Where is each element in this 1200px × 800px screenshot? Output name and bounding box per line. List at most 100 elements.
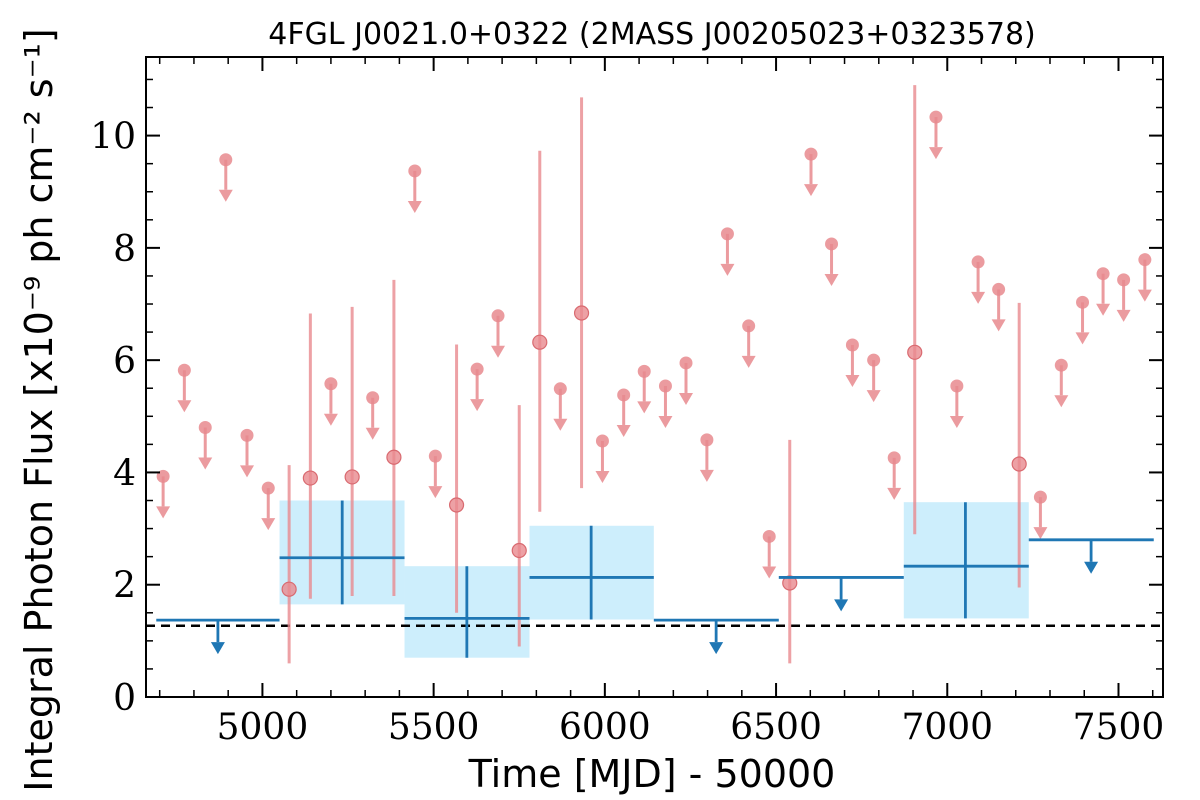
short-bin-point (448, 497, 465, 513)
short-bin-upper-limit-point (1033, 490, 1047, 504)
short-bin-upper-limit-point (720, 227, 734, 241)
short-bin-upper-limit-arrow (699, 469, 714, 482)
short-bin-upper-limit-point (1054, 358, 1068, 372)
short-bin-point (386, 449, 402, 465)
y-tick-label: 6 (113, 341, 136, 382)
short-bin-upper-limit-arrow (971, 291, 986, 304)
short-bin-upper-limit-arrow (741, 355, 756, 368)
x-tick-label: 7000 (901, 707, 993, 748)
short-bin-upper-limit-arrow (866, 390, 881, 403)
short-bin-upper-limit-point (992, 282, 1006, 296)
y-tick-label: 4 (113, 453, 136, 494)
short-bin-upper-limit-point (617, 388, 631, 402)
y-tick-label: 8 (113, 229, 136, 270)
short-bin-point (573, 305, 590, 321)
short-bin-upper-limit-arrow (637, 401, 652, 414)
y-tick-label: 2 (113, 566, 136, 607)
y-axis-label: Integral Photon Flux [x10⁻⁹ ph cm⁻² s⁻¹] (17, 28, 61, 791)
short-bin-upper-limit-point (1138, 253, 1152, 267)
short-bin-upper-limit-arrow (261, 518, 276, 531)
plot-frame (145, 56, 1164, 698)
short-bin-upper-limit-point (637, 364, 651, 378)
short-bin-upper-limit-arrow (595, 471, 610, 483)
short-bin-upper-limit-arrow (1116, 309, 1131, 322)
short-bin-upper-limit-point (658, 379, 672, 393)
short-bin-upper-limit-point (950, 379, 964, 393)
short-bin-upper-limit-point (198, 421, 212, 435)
short-bin-upper-limit-arrow (198, 457, 213, 470)
short-bin-upper-limit-arrow (218, 189, 233, 202)
long-bin-upper-limit-arrow (210, 642, 225, 655)
short-bin-point (344, 469, 360, 485)
short-bin-upper-limit-point (595, 434, 609, 448)
short-bin-upper-limit-arrow (156, 506, 171, 519)
short-bin-upper-limit-arrow (658, 415, 673, 428)
x-tick-label: 5000 (217, 707, 309, 748)
short-bin-upper-limit-arrow (407, 200, 422, 213)
short-bin-upper-limit-arrow (1033, 527, 1048, 540)
plot-area (146, 85, 1163, 664)
x-tick-label: 7500 (1073, 707, 1165, 748)
short-bin-upper-limit-point (804, 147, 818, 161)
short-bin-upper-limit-arrow (470, 399, 485, 412)
short-bin-point (511, 542, 527, 559)
long-bin-upper-limit-arrow (834, 599, 849, 612)
short-bin-point (532, 334, 548, 350)
short-bin-upper-limit-arrow (679, 392, 694, 405)
short-bin-upper-limit-point (261, 481, 275, 495)
short-bin-upper-limit-point (428, 449, 442, 463)
short-bin-upper-limit-point (929, 110, 943, 124)
short-bin-upper-limit-arrow (887, 487, 902, 500)
short-bin-upper-limit-point (867, 353, 881, 367)
short-bin-upper-limit-arrow (1137, 289, 1152, 302)
short-bin-upper-limit-point (887, 451, 901, 465)
short-bin-upper-limit-arrow (845, 375, 860, 387)
short-bin-upper-limit-point (971, 255, 985, 269)
short-bin-upper-limit-point (408, 164, 422, 178)
x-axis-label: Time [MJD] - 50000 (468, 752, 836, 796)
short-bin-upper-limit-point (762, 529, 776, 543)
short-bin-upper-limit-point (700, 433, 714, 447)
y-tick-label: 10 (90, 117, 136, 158)
short-bin-point (907, 344, 923, 360)
x-tick-label: 6000 (559, 707, 651, 748)
short-bin-upper-limit-arrow (616, 424, 631, 437)
short-bin-upper-limit-point (1096, 267, 1110, 281)
short-bin-upper-limit-point (219, 153, 233, 167)
short-bin-upper-limit-arrow (803, 184, 818, 197)
short-bin-upper-limit-arrow (949, 415, 964, 428)
short-bin-upper-limit-point (491, 309, 505, 323)
short-bin-upper-limit-arrow (928, 147, 943, 160)
short-bin-upper-limit-arrow (720, 263, 735, 276)
short-bin-upper-limit-arrow (365, 427, 380, 440)
short-bin-upper-limit-point (825, 237, 839, 251)
short-bin-upper-limit-arrow (1096, 303, 1111, 316)
short-bin-upper-limit-point (366, 391, 380, 405)
short-bin-upper-limit-point (324, 377, 338, 391)
short-bin-point (281, 581, 297, 597)
long-bin-upper-limit-arrow (1084, 561, 1099, 574)
axis-ticks: 5000 5500 6000 6500 7000 7500 0 2 4 6 8 10 (90, 57, 1164, 748)
short-bin-upper-limit-arrow (991, 319, 1006, 332)
short-bin-upper-limit-arrow (428, 486, 443, 499)
short-bin-upper-limit-point (177, 363, 191, 377)
short-bin-upper-limit-point (845, 338, 859, 352)
short-bin-upper-limit-arrow (553, 418, 568, 431)
short-bin-upper-limit-arrow (177, 400, 192, 413)
y-tick-label: 0 (113, 678, 136, 719)
short-bin-upper-limit-arrow (240, 465, 255, 478)
short-bin-upper-limit-point (553, 382, 567, 396)
short-bin-upper-limit-arrow (762, 566, 777, 579)
short-bin-upper-limit-arrow (323, 413, 338, 426)
x-tick-label: 5500 (388, 707, 480, 748)
short-bin-upper-limit-point (1076, 295, 1090, 309)
short-bin-point (302, 470, 318, 486)
long-bin-upper-limit-arrow (709, 642, 724, 655)
short-bin-upper-limit-arrow (824, 273, 839, 286)
short-bin-upper-limit-point (679, 356, 693, 370)
short-bin-upper-limit-arrow (1054, 395, 1069, 408)
short-bin-upper-limit-point (470, 362, 484, 376)
short-bin-upper-limit-point (1117, 273, 1131, 287)
short-bin-upper-limit-point (742, 319, 756, 333)
